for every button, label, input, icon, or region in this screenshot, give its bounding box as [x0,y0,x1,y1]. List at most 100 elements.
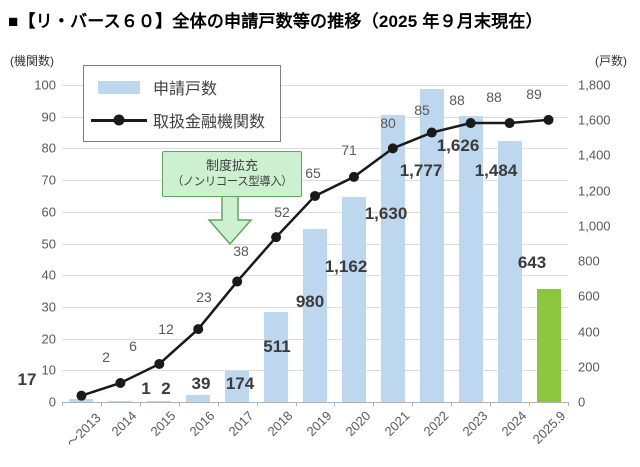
y-axis-left-tick-label: 40 [41,267,56,283]
bar-value-label: 39 [191,374,211,393]
line-value-label: 52 [274,204,290,220]
right-axis-unit-label: (戸数) [595,54,627,68]
legend: 申請戸数 取扱金融機関数 [83,65,281,142]
bar-value-label: 1,777 [399,161,443,180]
bar-value-label: 17 [17,370,37,389]
x-axis-tick [412,402,414,406]
x-axis-line [62,402,568,403]
x-axis-tick [529,402,531,406]
y-axis-right-tick-label: 200 [578,359,600,375]
bar-value-label: 980 [295,292,325,311]
y-axis-right-tick-label: 1,200 [578,183,611,199]
x-axis-tick [451,402,453,406]
line-value-label: 85 [414,102,430,118]
line-value-label: 80 [380,115,396,131]
x-axis-tick [100,402,102,406]
gridline [62,148,568,150]
bar [419,89,444,402]
legend-line-series-label: 取扱金融機関数 [153,114,266,131]
x-axis-tick [334,402,336,406]
line-point [76,390,87,401]
bar [147,401,172,402]
x-axis-tick [139,402,141,406]
line-value-label: 12 [158,321,174,337]
x-axis-tick [256,402,258,406]
y-axis-right-tick-label: 1,600 [578,112,611,128]
x-axis-tick [295,402,297,406]
line-point [310,190,320,201]
line-value-label: 71 [341,142,357,158]
line-value-label: 23 [196,289,212,305]
annotation-line2: （ノンリコース型導入） [171,176,293,189]
x-axis-tick [373,402,375,406]
line-value-label: 38 [233,243,249,259]
y-axis-right-tick-label: 0 [578,394,586,410]
line-value-label: 89 [526,86,542,102]
y-axis-left-tick-label: 30 [41,299,56,315]
line-point [232,276,243,287]
y-axis-right-tick-label: 1,000 [578,218,611,234]
legend-item-bar-series: 申請戸数 [90,75,280,99]
bar [380,114,405,402]
y-axis-right-tick-label: 400 [578,324,600,340]
legend-item-line-series: 取扱金融機関数 [90,108,280,132]
x-axis-tick [568,402,569,406]
line-point [115,377,126,388]
line-point [193,324,204,335]
y-axis-left-tick-label: 60 [41,204,56,220]
bar [108,401,133,402]
gridline [62,211,568,213]
bar-series-swatch-icon [98,80,140,94]
y-axis-right-tick-label: 1,800 [578,77,611,93]
line-point [271,232,282,243]
bar [458,115,483,402]
line-point [543,114,554,125]
bar [264,312,289,402]
annotation-box: 制度拡充 （ノンリコース型導入） [162,151,302,197]
line-point [504,118,515,129]
bar-value-label: 511 [263,337,291,356]
line-point [465,118,476,129]
annotation-line1: 制度拡充 [205,158,258,174]
line-series-swatch-icon [91,114,147,126]
line-value-label: 88 [449,92,465,108]
down-arrow-icon [207,196,253,246]
line-point [426,127,437,138]
bar-value-label: 2 [161,379,171,398]
y-axis-right-tick-label: 800 [578,253,600,269]
bar [303,229,327,402]
line-value-label: 65 [305,165,321,181]
bar-value-label: 1,484 [474,161,518,180]
gridline [62,116,568,118]
legend-bar-series-label: 申請戸数 [153,81,218,98]
line-value-label: 88 [486,89,502,105]
chart-title: ■【リ・バース６０】全体の申請戸数等の推移（2025 年９月末現在） [8,12,543,31]
bar-value-label: 643 [517,253,547,272]
bar [186,395,211,402]
bar [536,288,561,402]
y-axis-left-tick-label: 10 [41,362,56,378]
y-axis-left-tick-label: 80 [41,140,56,156]
y-axis-right-tick-label: 600 [578,288,600,304]
line-point [154,358,165,369]
left-axis-unit-label: (機関数) [10,54,54,68]
bar-value-label: 1,162 [324,257,368,276]
line-value-label: 6 [129,338,137,354]
y-axis-left-tick-label: 100 [34,77,56,93]
y-axis-left-tick-label: 90 [41,109,56,125]
y-axis-right-tick-label: 1,400 [578,147,611,163]
x-axis-tick [490,402,492,406]
y-axis-left-tick-label: 50 [41,236,56,251]
line-value-label: 2 [102,349,110,365]
gridline [62,180,568,182]
bar-value-label: 174 [225,374,255,393]
y-axis-left-tick-label: 70 [41,172,56,188]
bar-value-label: 1 [141,379,151,398]
y-axis-left-tick-label: 20 [41,331,56,347]
line-point [387,143,398,154]
bar-value-label: 1,626 [436,136,480,155]
gridline [62,85,568,86]
